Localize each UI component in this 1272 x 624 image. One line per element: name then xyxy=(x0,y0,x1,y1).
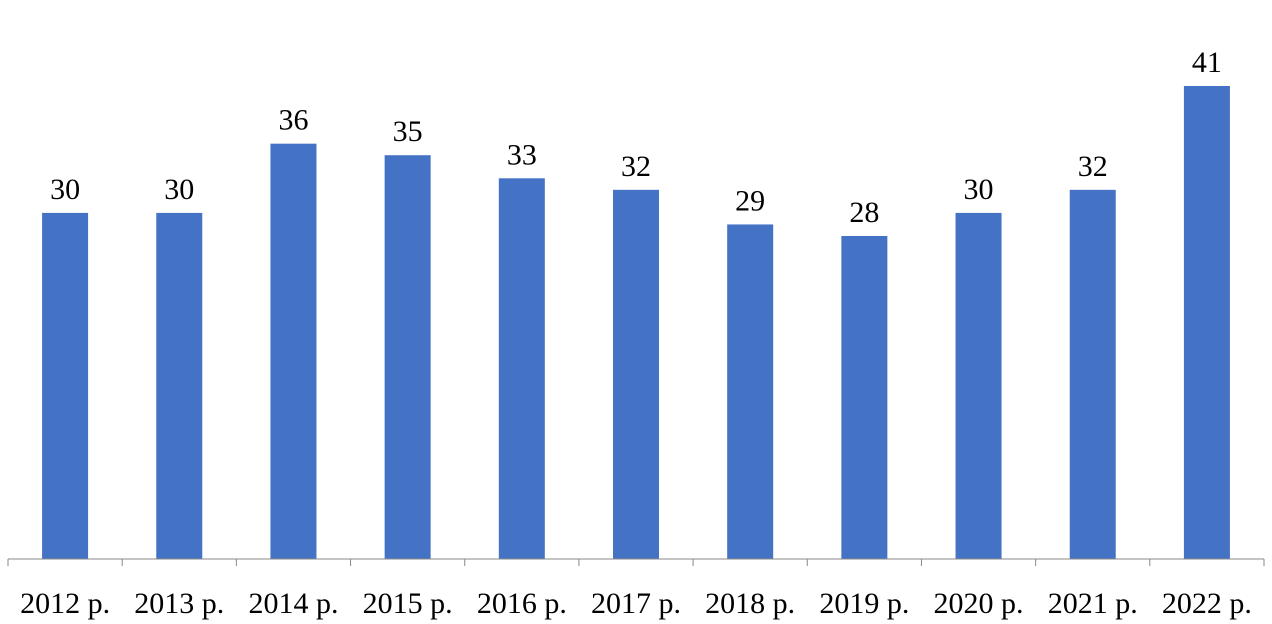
data-label-2: 36 xyxy=(278,104,308,137)
x-tick-label-3: 2015 р. xyxy=(363,587,453,620)
bar-2 xyxy=(270,143,317,559)
bar-4 xyxy=(498,178,545,560)
x-tick-label-8: 2020 р. xyxy=(934,587,1024,620)
bar-8 xyxy=(955,212,1002,559)
bar-1 xyxy=(156,212,203,559)
x-tick-label-10: 2022 р. xyxy=(1162,587,1252,620)
bar-10 xyxy=(1183,86,1230,559)
data-label-8: 30 xyxy=(964,173,994,206)
x-tick-label-2: 2014 р. xyxy=(248,587,338,620)
data-label-3: 35 xyxy=(393,115,423,148)
x-tick-label-6: 2018 р. xyxy=(705,587,795,620)
bar-3 xyxy=(384,155,431,559)
x-tick-label-0: 2012 р. xyxy=(20,587,110,620)
bars-layer xyxy=(42,86,1230,560)
x-tick-label-1: 2013 р. xyxy=(134,587,224,620)
data-label-9: 32 xyxy=(1078,150,1108,183)
data-labels-layer: 30 30 36 35 33 32 29 28 30 32 41 xyxy=(50,46,1222,229)
bar-6 xyxy=(727,224,774,559)
data-label-10: 41 xyxy=(1192,46,1222,79)
bar-0 xyxy=(42,212,89,559)
x-axis xyxy=(7,558,1265,566)
data-label-5: 32 xyxy=(621,150,651,183)
bar-7 xyxy=(841,235,888,559)
x-tick-label-4: 2016 р. xyxy=(477,587,567,620)
bar-5 xyxy=(613,189,659,559)
x-tick-label-7: 2019 р. xyxy=(819,587,909,620)
data-label-1: 30 xyxy=(164,173,194,206)
data-label-0: 30 xyxy=(50,173,80,206)
x-tick-labels: 2012 р. 2013 р. 2014 р. 2015 р. 2016 р. 2017 … xyxy=(20,587,1252,620)
x-tick-label-9: 2021 р. xyxy=(1048,587,1138,620)
data-label-4: 33 xyxy=(507,138,537,171)
bar-9 xyxy=(1069,189,1116,559)
data-label-6: 29 xyxy=(735,184,765,217)
data-label-7: 28 xyxy=(849,196,879,229)
x-tick-label-5: 2017 р. xyxy=(591,587,681,620)
